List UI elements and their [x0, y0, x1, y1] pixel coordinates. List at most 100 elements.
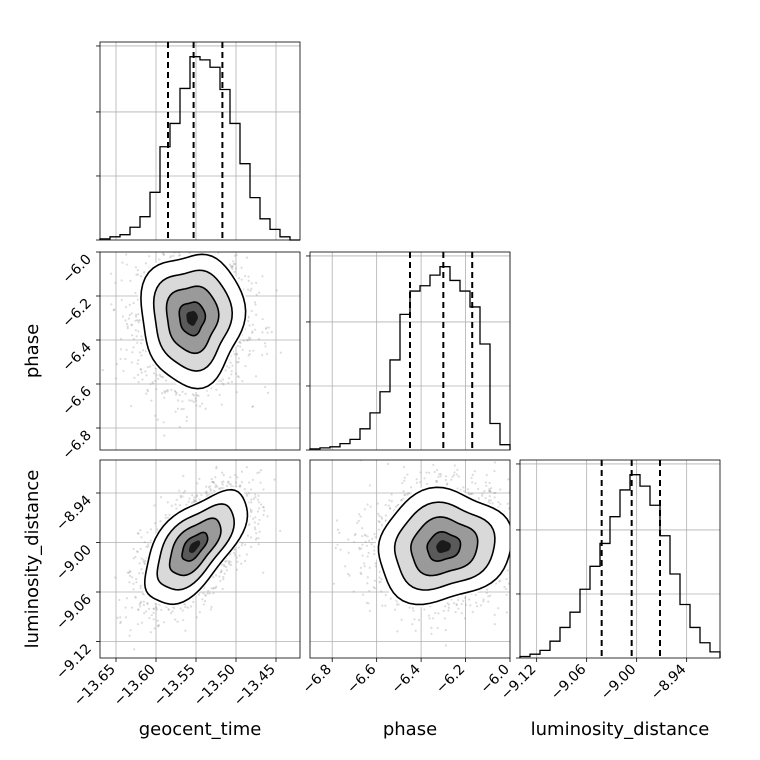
sample-point — [193, 500, 196, 503]
sample-point — [251, 405, 254, 408]
sample-point — [467, 491, 470, 494]
sample-point — [174, 390, 177, 394]
sample-point — [124, 357, 127, 361]
sample-point — [245, 553, 249, 556]
sample-point — [254, 493, 257, 496]
sample-point — [125, 597, 129, 600]
marginal-panel-phase — [306, 251, 511, 451]
sample-point — [437, 612, 440, 615]
sample-point — [262, 513, 265, 517]
sample-point — [194, 397, 197, 400]
sample-point — [148, 616, 151, 620]
sample-point — [159, 520, 162, 523]
sample-point — [119, 616, 122, 619]
sample-point — [250, 501, 253, 504]
sample-point — [212, 592, 215, 595]
sample-point — [140, 342, 143, 345]
sample-point — [128, 574, 132, 577]
sample-point — [150, 248, 152, 250]
sample-point — [137, 330, 140, 333]
sample-point — [178, 489, 181, 492]
sample-point — [154, 245, 156, 247]
sample-point — [175, 498, 178, 501]
panel-frame — [519, 459, 721, 659]
sample-point — [218, 488, 221, 491]
sample-point — [252, 497, 255, 500]
sample-point — [215, 485, 219, 488]
sample-point — [119, 357, 122, 360]
sample-point — [110, 303, 113, 306]
sample-point — [164, 379, 168, 382]
sample-point — [181, 247, 183, 249]
sample-point — [184, 629, 187, 632]
sample-point — [259, 481, 262, 484]
sample-point — [241, 542, 244, 545]
sample-point — [499, 488, 502, 491]
sample-point — [258, 507, 261, 510]
sample-point — [163, 391, 166, 394]
sample-point — [172, 241, 174, 243]
sample-point — [130, 576, 134, 579]
sample-point — [179, 494, 182, 497]
sample-point — [213, 243, 215, 245]
sample-point — [249, 488, 253, 491]
sample-point — [124, 616, 127, 619]
sample-point — [146, 389, 150, 393]
sample-point — [156, 418, 159, 421]
sample-point — [143, 562, 146, 565]
sample-point — [457, 598, 460, 602]
sample-point — [128, 303, 131, 306]
density-band-4 — [186, 311, 198, 326]
sample-point — [248, 481, 251, 484]
sample-point — [141, 338, 144, 341]
sample-point — [146, 366, 150, 369]
sample-point — [240, 544, 243, 547]
sample-point — [142, 558, 145, 562]
sample-point — [138, 562, 141, 565]
sample-point — [158, 258, 161, 261]
sample-point — [137, 532, 140, 535]
sample-point — [447, 606, 450, 609]
sample-point — [125, 253, 128, 256]
sample-point — [247, 316, 250, 319]
sample-point — [230, 380, 234, 384]
sample-point — [403, 493, 406, 497]
sample-point — [161, 252, 164, 255]
marginal-panel-geocent_time — [96, 41, 301, 241]
sample-point — [505, 611, 508, 614]
sample-point — [210, 605, 213, 609]
sample-point — [262, 506, 265, 509]
sample-point — [255, 293, 258, 296]
sample-point — [247, 354, 250, 357]
sample-point — [167, 244, 169, 246]
sample-point — [361, 543, 364, 546]
sample-point — [248, 338, 251, 341]
sample-point — [141, 378, 144, 381]
sample-point — [489, 490, 492, 493]
sample-point — [180, 408, 183, 411]
sample-point — [144, 370, 147, 373]
sample-point — [152, 607, 155, 610]
sample-point — [209, 485, 212, 488]
sample-point — [137, 380, 140, 384]
sample-point — [237, 376, 240, 379]
sample-point — [249, 289, 252, 292]
sample-point — [246, 534, 250, 537]
sample-point — [198, 249, 200, 251]
sample-point — [490, 487, 493, 490]
sample-point — [126, 327, 129, 330]
sample-point — [257, 501, 261, 504]
sample-point — [207, 234, 209, 236]
sample-point — [134, 266, 138, 269]
sample-point — [254, 516, 257, 519]
sample-point — [136, 550, 139, 554]
sample-point — [162, 621, 166, 624]
sample-point — [215, 467, 218, 470]
sample-point — [166, 390, 169, 393]
sample-point — [137, 313, 140, 316]
sample-point — [184, 605, 187, 609]
sample-point — [143, 612, 146, 615]
sample-point — [149, 382, 152, 386]
sample-point — [235, 485, 238, 488]
sample-point — [120, 298, 123, 301]
